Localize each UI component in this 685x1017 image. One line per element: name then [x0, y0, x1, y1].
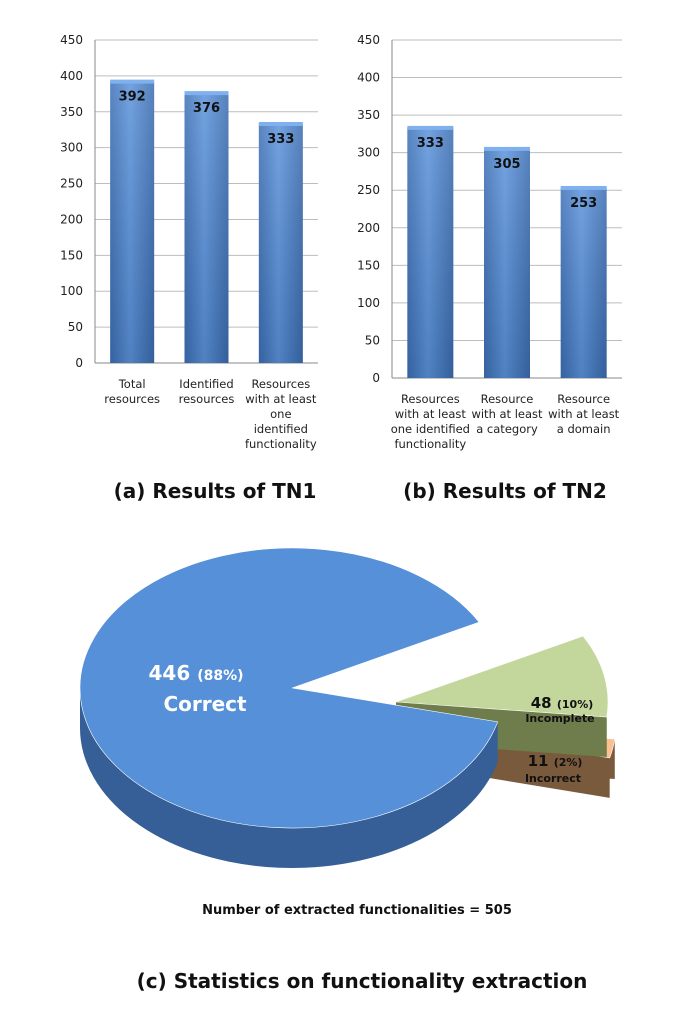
chart-tn2: 050100150200250300350400450333Resourcesw… [357, 33, 622, 451]
tn2-value-label: 333 [417, 136, 444, 151]
tn1-ytick-label: 300 [60, 141, 83, 155]
tn2-ytick-label: 150 [357, 258, 380, 272]
tn2-value-label: 253 [570, 196, 597, 211]
pie-label-correct-name: Correct [163, 692, 247, 716]
tn2-category-label: Resource [481, 392, 534, 406]
tn1-category-label: resources [104, 392, 160, 406]
tn2-ytick-label: 200 [357, 221, 380, 235]
tn2-ytick-label: 250 [357, 183, 380, 197]
tn2-ytick-label: 350 [357, 108, 380, 122]
tn1-bar-shade [258, 123, 303, 363]
tn2-bar-shade [407, 127, 454, 378]
tn2-category-label: functionality [394, 437, 466, 451]
tn2-value-label: 305 [493, 157, 520, 172]
chart-tn1-caption: (a) Results of TN1 [114, 479, 317, 503]
tn2-bar-shade [484, 148, 530, 378]
chart-pie-caption: (c) Statistics on functionality extracti… [137, 969, 588, 993]
pie-label-incorrect-value: 11 (2%) [528, 752, 583, 770]
pie-label-incomplete-value: 48 (10%) [531, 694, 594, 712]
pie-slice-correct [79, 547, 499, 829]
chart-functionality-pie: 446 (88%) Correct 48 (10%)Incomplete 11 (2%… [79, 547, 616, 869]
tn1-bar-shade [184, 93, 229, 364]
tn1-ytick-label: 50 [68, 320, 83, 334]
tn1-category-label: Identified [179, 377, 233, 391]
tn2-ytick-label: 0 [372, 371, 380, 385]
tn2-ytick-label: 300 [357, 146, 380, 160]
tn1-category-label: with at least [245, 392, 317, 406]
tn2-bar-shade [560, 187, 607, 378]
tn1-bar-cap [110, 79, 155, 84]
tn1-value-label: 392 [119, 90, 146, 105]
tn1-category-label: resources [179, 392, 235, 406]
tn1-category-label: Total [118, 377, 146, 391]
tn2-category-label: Resources [401, 392, 460, 406]
tn2-ytick-label: 50 [365, 333, 380, 347]
tn1-bar-shade [110, 81, 155, 364]
tn1-ytick-label: 250 [60, 177, 83, 191]
tn1-category-label: one [270, 407, 291, 421]
tn2-category-label: with at least [395, 407, 467, 421]
tn2-bar-cap [484, 146, 530, 151]
tn2-category-label: Resource [557, 392, 610, 406]
tn1-category-label: functionality [245, 437, 317, 451]
tn1-bar-cap [258, 121, 303, 126]
tn2-category-label: a category [476, 422, 538, 436]
tn2-category-label: one identified [391, 422, 470, 436]
tn1-ytick-label: 100 [60, 284, 83, 298]
tn2-category-label: with at least [471, 407, 543, 421]
pie-slice-incomplete [395, 635, 609, 718]
tn2-bar-cap [560, 185, 607, 190]
tn1-value-label: 333 [267, 132, 294, 147]
tn1-ytick-label: 200 [60, 212, 83, 226]
pie-label-correct-value: 446 (88%) [148, 661, 243, 685]
tn2-ytick-label: 100 [357, 296, 380, 310]
pie-total-note: Number of extracted functionalities = 50… [202, 903, 512, 918]
chart-tn2-caption: (b) Results of TN2 [403, 479, 607, 503]
chart-tn1: 050100150200250300350400450392Totalresou… [60, 33, 318, 451]
pie-label-incorrect-name: Incorrect [525, 772, 581, 785]
tn1-ytick-label: 0 [75, 356, 83, 370]
tn1-category-label: identified [254, 422, 308, 436]
tn1-value-label: 376 [193, 101, 220, 116]
pie-slice-side-correct [80, 688, 498, 869]
tn1-ytick-label: 450 [60, 33, 83, 47]
tn1-bar-cap [184, 91, 229, 96]
pie-label-incomplete-name: Incomplete [525, 712, 594, 725]
tn2-category-label: a domain [557, 422, 611, 436]
tn1-ytick-label: 150 [60, 248, 83, 262]
tn1-category-label: Resources [251, 377, 310, 391]
tn2-bar-cap [407, 125, 454, 130]
tn1-ytick-label: 350 [60, 105, 83, 119]
tn2-ytick-label: 400 [357, 71, 380, 85]
tn2-category-label: with at least [548, 407, 620, 421]
tn1-ytick-label: 400 [60, 69, 83, 83]
tn2-ytick-label: 450 [357, 33, 380, 47]
